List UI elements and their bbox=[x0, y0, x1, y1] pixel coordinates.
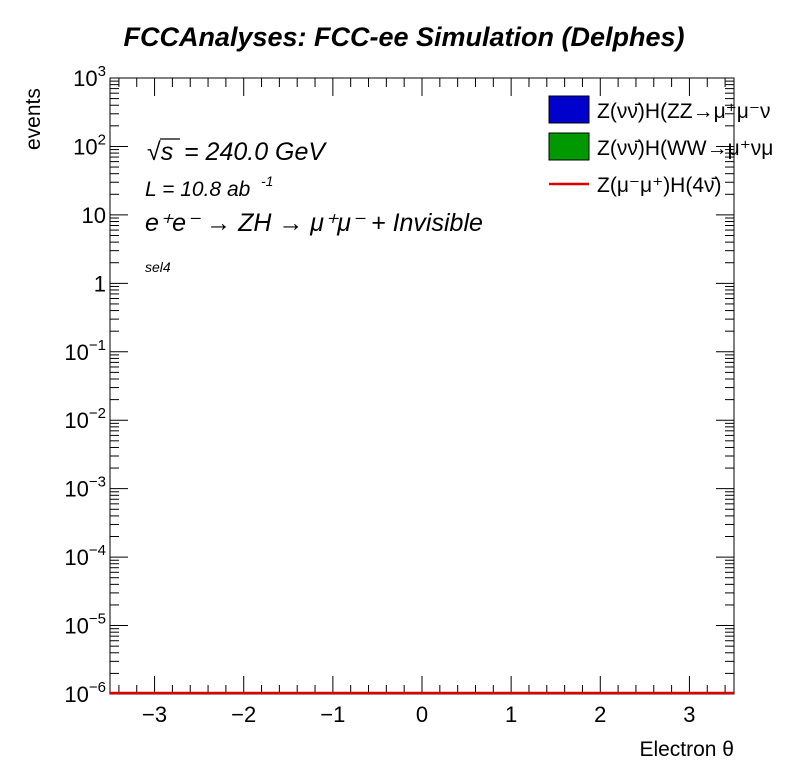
x-axis: −3 −2 −1 0 1 2 3 bbox=[118, 78, 726, 727]
y-tick-label: 10−2 bbox=[64, 405, 106, 433]
selection-label: sel4 bbox=[145, 259, 171, 275]
chart-title: FCCAnalyses: FCC-ee Simulation (Delphes) bbox=[123, 22, 684, 52]
y-tick-label: 10−3 bbox=[64, 474, 106, 502]
x-axis-title: Electron θ bbox=[639, 738, 734, 761]
y-tick-label: 1 bbox=[94, 271, 106, 296]
legend-swatch-1 bbox=[548, 95, 590, 124]
plot-frame bbox=[109, 77, 735, 695]
x-tick-label: 3 bbox=[683, 702, 695, 727]
y-tick-label: 10−6 bbox=[64, 679, 106, 707]
sqrt-s-symbol: √s bbox=[147, 138, 173, 166]
x-tick-label: −3 bbox=[142, 702, 167, 727]
annotation-lumi: L = 10.8 ab -1 bbox=[145, 173, 273, 201]
sqrt-s-value: = 240.0 GeV bbox=[184, 138, 327, 166]
annotation-sqrt-s: √s = 240.0 GeV bbox=[147, 138, 327, 166]
lumi-text: L = 10.8 ab bbox=[145, 178, 251, 201]
legend-label-2: Z(νν̄)H(WW→μ⁺νμ bbox=[597, 137, 773, 160]
x-tick-label: −2 bbox=[231, 702, 256, 727]
x-tick-label: −1 bbox=[320, 702, 345, 727]
y-tick-label: 102 bbox=[73, 131, 106, 159]
legend: Z(νν̄)H(ZZ→μ⁺μ⁻ν Z(νν̄)H(WW→μ⁺νμ Z(μ⁻μ⁺)H(… bbox=[548, 95, 773, 197]
process-text: e⁺e⁻ → ZH → μ⁺μ⁻ + Invisible bbox=[145, 209, 483, 237]
y-axis-title: events bbox=[22, 88, 45, 150]
legend-swatch-2 bbox=[548, 132, 590, 161]
x-tick-label: 2 bbox=[594, 702, 606, 727]
lumi-exponent: -1 bbox=[261, 173, 273, 189]
y-tick-label: 103 bbox=[73, 63, 106, 91]
y-tick-label: 10−4 bbox=[64, 542, 106, 570]
y-tick-label: 10−5 bbox=[64, 611, 106, 639]
y-tick-label: 10 bbox=[82, 203, 106, 228]
plot-border bbox=[109, 77, 735, 695]
legend-label-3: Z(μ⁻μ⁺)H(4ν̄) bbox=[597, 174, 722, 197]
legend-label-1: Z(νν̄)H(ZZ→μ⁺μ⁻ν bbox=[597, 100, 771, 123]
x-tick-label: 0 bbox=[416, 702, 428, 727]
y-tick-label: 10−1 bbox=[64, 337, 106, 365]
x-tick-label: 1 bbox=[505, 702, 517, 727]
